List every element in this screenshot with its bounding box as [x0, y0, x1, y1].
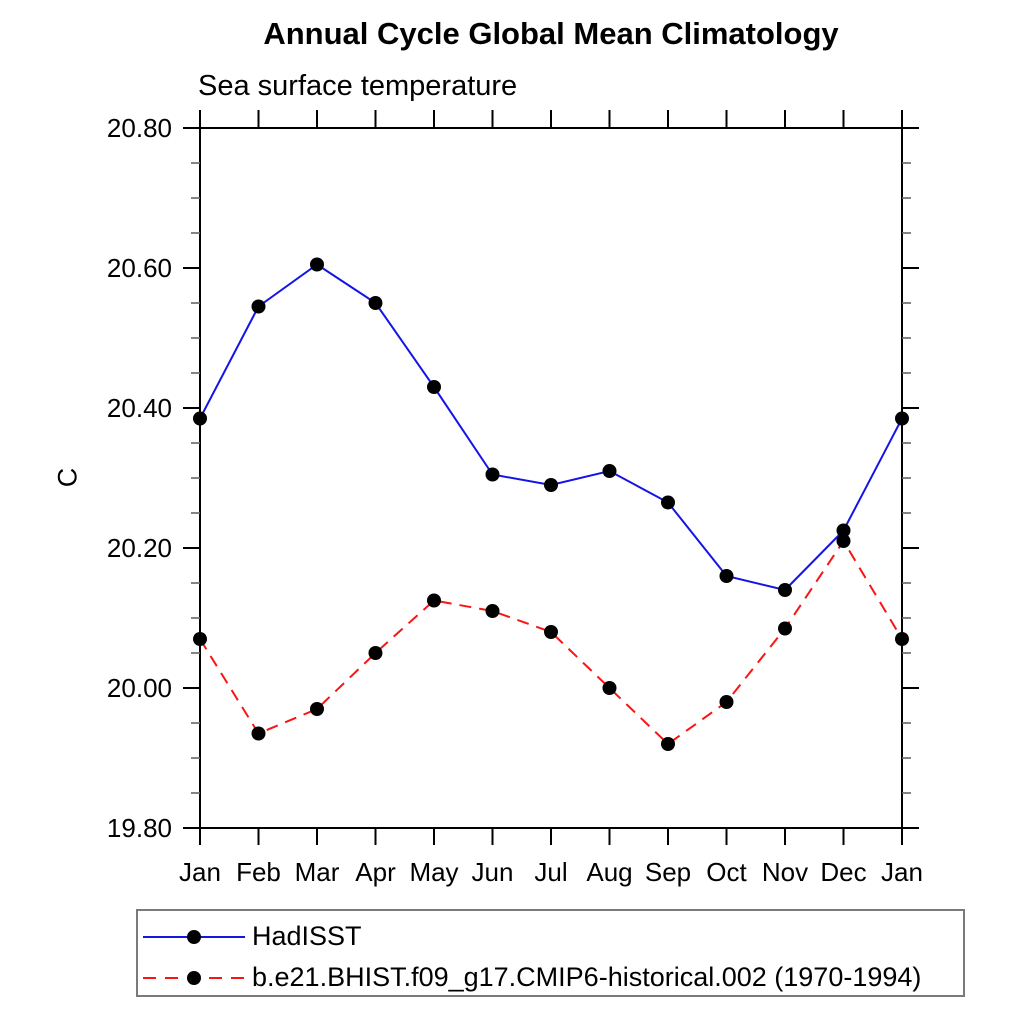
legend-item: b.e21.BHIST.f09_g17.CMIP6-historical.002…: [141, 957, 963, 998]
data-point: [368, 646, 383, 660]
x-tick-label: Jan: [881, 857, 923, 887]
x-tick-label: Oct: [706, 857, 747, 887]
data-point: [719, 569, 734, 583]
legend-marker: [187, 929, 201, 944]
data-point: [778, 583, 792, 597]
chart-title: Annual Cycle Global Mean Climatology: [263, 16, 839, 51]
data-point: [895, 632, 909, 646]
data-point: [310, 257, 324, 272]
legend-label: HadISST: [252, 921, 362, 951]
data-point: [427, 593, 441, 608]
data-point: [368, 296, 383, 310]
legend-line-sample: [143, 929, 245, 944]
data-point: [661, 737, 675, 751]
data-point: [193, 632, 207, 646]
data-point: [544, 625, 558, 639]
data-point: [251, 726, 266, 741]
data-point: [251, 299, 266, 314]
legend-item: HadISST: [141, 916, 963, 957]
y-tick-label: 20.40: [107, 393, 172, 423]
y-tick-label: 20.00: [107, 673, 172, 703]
y-tick-label: 20.80: [107, 113, 172, 143]
legend-label: b.e21.BHIST.f09_g17.CMIP6-historical.002…: [252, 962, 922, 992]
x-tick-label: Jul: [534, 857, 567, 887]
x-tick-label: Sep: [645, 857, 691, 887]
y-tick-label: 20.60: [107, 253, 172, 283]
y-tick-label: 20.20: [107, 533, 172, 563]
x-tick-label: Feb: [236, 857, 281, 887]
x-tick-label: Dec: [820, 857, 866, 887]
legend-box: HadISST b.e21.BHIST.f09_g17.CMIP6-histori…: [136, 909, 965, 997]
data-point: [193, 411, 207, 426]
x-tick-label: Nov: [762, 857, 808, 887]
data-point: [895, 411, 909, 426]
legend-line-sample: [143, 970, 245, 985]
legend-marker: [187, 970, 201, 985]
series-line-1: [199, 539, 903, 746]
data-point: [427, 380, 441, 394]
x-tick-label: Jun: [472, 857, 514, 887]
data-point: [778, 621, 792, 636]
data-point: [836, 523, 851, 538]
series-line-0: [199, 263, 903, 592]
data-point: [836, 534, 851, 548]
data-point: [310, 702, 324, 716]
x-tick-label: Aug: [586, 857, 632, 887]
x-tick-label: Mar: [295, 857, 340, 887]
data-point: [719, 695, 734, 709]
x-tick-label: Apr: [355, 857, 396, 887]
x-tick-label: Jan: [179, 857, 221, 887]
data-point: [602, 681, 617, 695]
y-tick-label: 19.80: [107, 813, 172, 843]
data-point: [661, 495, 675, 510]
x-tick-label: May: [409, 857, 458, 887]
chart-subtitle: Sea surface temperature: [198, 70, 518, 102]
data-point: [544, 478, 558, 492]
data-point: [485, 467, 500, 482]
data-point: [485, 604, 500, 618]
data-point: [602, 464, 617, 478]
